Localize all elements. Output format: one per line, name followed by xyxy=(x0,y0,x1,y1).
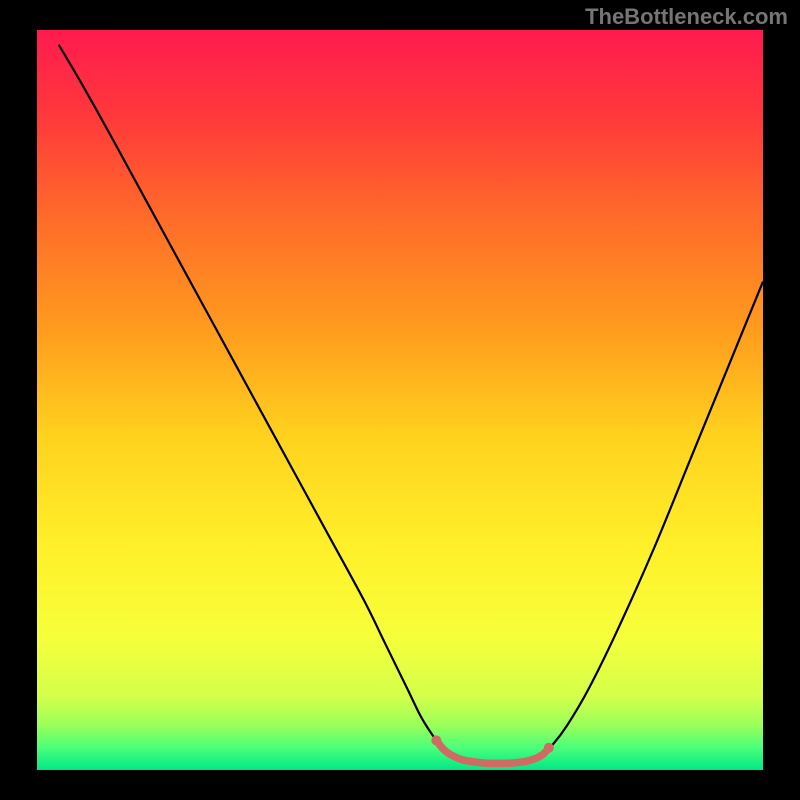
watermark-text: TheBottleneck.com xyxy=(585,4,788,30)
gradient-background xyxy=(37,30,763,770)
chart-svg xyxy=(37,30,763,770)
optimal-zone-dot xyxy=(544,743,554,753)
chart-container: TheBottleneck.com xyxy=(0,0,800,800)
optimal-zone-dot xyxy=(431,735,441,745)
plot-area xyxy=(37,30,763,770)
